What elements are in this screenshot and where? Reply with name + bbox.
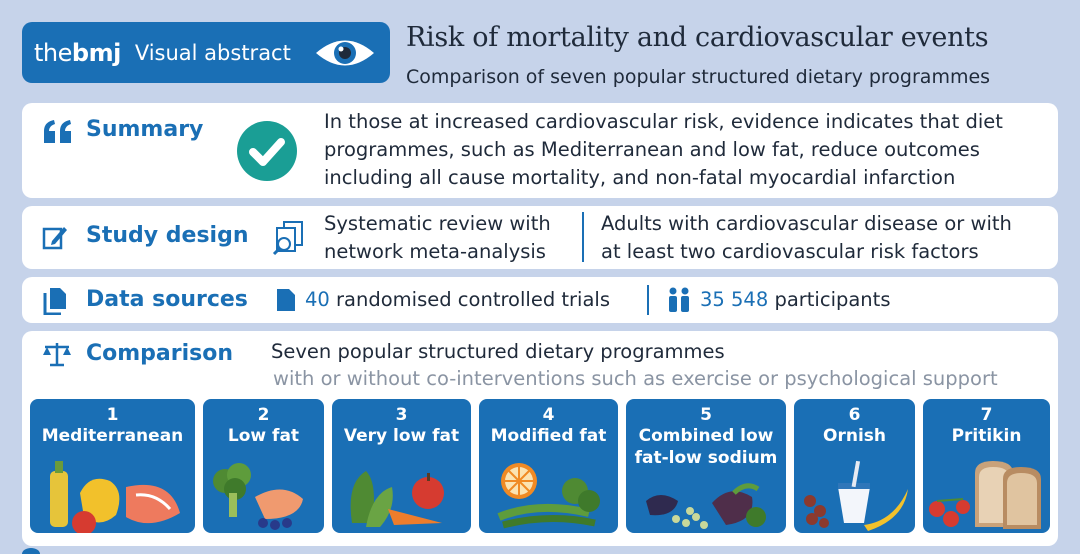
summary-text: In those at increased cardiovascular ris… [324, 110, 1003, 189]
document-icon [277, 289, 295, 311]
very-low-fat-food-icon [350, 471, 444, 527]
footer-marker [22, 548, 40, 554]
pencil-icon [42, 227, 67, 250]
combined-diet-food-icon [646, 483, 766, 529]
diet-card-very-low-fat: 3 Very low fat [332, 399, 471, 533]
quote-icon [44, 120, 71, 143]
study-design-population: Adults with cardiovascular disease or wi… [601, 212, 1012, 263]
pritikin-food-icon [929, 461, 1041, 529]
participants-text: 35 548 participants [700, 288, 891, 311]
summary-panel: Summary In those at increased cardiovasc… [22, 103, 1058, 198]
study-design-label: Study design [86, 223, 249, 248]
documents-icon [43, 288, 66, 315]
page-subtitle: Comparison of seven popular structured d… [406, 66, 991, 88]
trials-text: 40 randomised controlled trials [305, 288, 611, 311]
check-icon [237, 121, 297, 181]
visual-abstract-tag: Visual abstract [134, 40, 291, 65]
diet-card-modified-fat: 4 Modified fat [479, 399, 618, 533]
mediterranean-food-icon [50, 461, 180, 533]
study-design-panel: Study design Systematic review with netw… [22, 206, 1058, 269]
document-search-icon [272, 221, 303, 256]
data-sources-panel: Data sources 40 randomised controlled tr… [22, 277, 1058, 323]
summary-label: Summary [86, 117, 204, 142]
comparison-line1: Seven popular structured dietary program… [271, 340, 725, 363]
scales-icon [43, 343, 71, 367]
people-icon [669, 287, 689, 312]
low-fat-food-icon [213, 463, 303, 530]
ornish-food-icon [804, 460, 908, 531]
brand-banner: thebmj Visual abstract [22, 22, 390, 83]
eye-icon [316, 40, 374, 66]
study-design-method: Systematic review with network meta-anal… [324, 212, 551, 263]
diet-card-combined-low-fat-low-sodium: 5 Combined low fat-low sodium [626, 399, 786, 533]
page-title: Risk of mortality and cardiovascular eve… [406, 22, 989, 53]
divider [582, 212, 584, 262]
comparison-label: Comparison [86, 341, 234, 366]
diet-card-pritikin: 7 Pritikin [923, 399, 1050, 533]
diet-card-mediterranean: 1 Mediterranean [30, 399, 195, 533]
data-sources-label: Data sources [86, 287, 248, 312]
divider [647, 285, 649, 315]
diet-card-low-fat: 2 Low fat [203, 399, 324, 533]
diet-card-ornish: 6 Ornish [794, 399, 915, 533]
comparison-line2: with or without co-interventions such as… [273, 367, 998, 390]
bmj-logo: thebmj [34, 38, 121, 67]
modified-fat-food-icon [497, 463, 600, 529]
